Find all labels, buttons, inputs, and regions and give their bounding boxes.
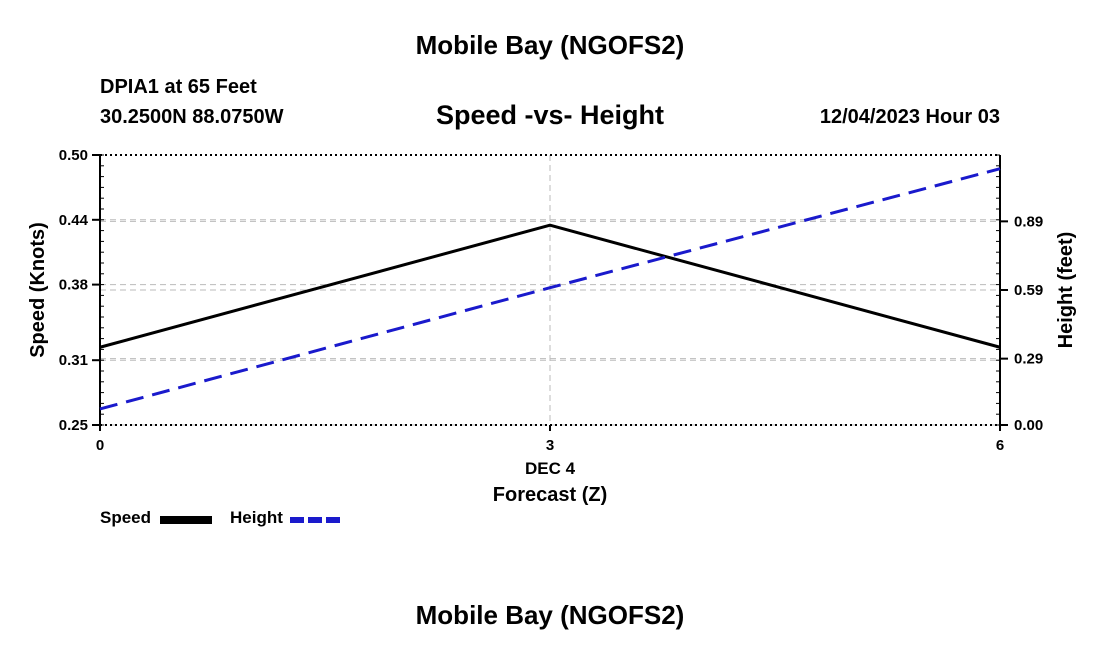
y-axis-label-right: Height (feet) bbox=[1055, 232, 1077, 349]
chart-title-bottom: Mobile Bay (NGOFS2) bbox=[415, 600, 685, 630]
right-tick-label: 0.29 bbox=[1014, 351, 1043, 368]
x-tick-label: 6 bbox=[996, 437, 1004, 454]
x-axis-label: Forecast (Z) bbox=[493, 484, 607, 506]
left-tick-label: 0.38 bbox=[59, 277, 88, 294]
left-tick-label: 0.50 bbox=[59, 147, 88, 164]
x-date-label: DEC 4 bbox=[525, 459, 576, 478]
legend-speed-label: Speed bbox=[100, 508, 152, 527]
left-tick-label: 0.44 bbox=[59, 212, 89, 229]
forecast-datetime: 12/04/2023 Hour 03 bbox=[819, 106, 1000, 128]
series-line-height bbox=[99, 167, 1001, 411]
series-line-speed bbox=[99, 223, 1001, 349]
left-tick-label: 0.31 bbox=[59, 352, 88, 369]
right-tick-label: 0.00 bbox=[1014, 417, 1043, 434]
legend-height-label: Height bbox=[230, 508, 283, 527]
station-coordinates: 30.2500N 88.0750W bbox=[100, 106, 284, 128]
chart-subtitle: Speed -vs- Height bbox=[435, 100, 665, 130]
station-label: DPIA1 at 65 Feet bbox=[100, 76, 257, 98]
x-tick-label: 0 bbox=[96, 437, 104, 454]
left-tick-label: 0.25 bbox=[59, 417, 88, 434]
right-tick-label: 0.59 bbox=[1014, 282, 1043, 299]
y-axis-label-left: Speed (Knots) bbox=[27, 222, 49, 358]
right-tick-label: 0.89 bbox=[1014, 213, 1043, 230]
chart-title-top: Mobile Bay (NGOFS2) bbox=[415, 30, 685, 60]
x-tick-label: 3 bbox=[546, 437, 554, 454]
